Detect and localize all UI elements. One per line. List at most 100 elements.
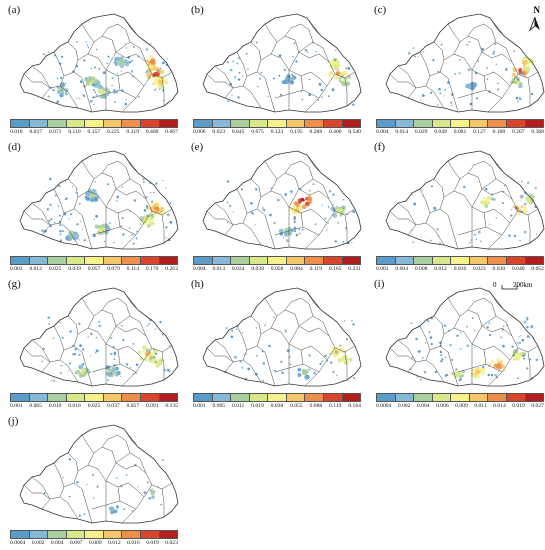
heat-cell <box>490 359 494 364</box>
legend-bar <box>10 530 178 539</box>
heat-cell <box>93 83 99 88</box>
heat-cell <box>152 82 156 86</box>
heat-cell <box>82 94 84 96</box>
heat-cell <box>526 367 529 370</box>
region-map <box>385 150 545 250</box>
heat-cell <box>241 188 244 191</box>
legend-swatch <box>469 257 489 264</box>
heat-cell <box>330 361 333 364</box>
district-boundary <box>389 347 417 363</box>
district-boundary <box>31 339 51 363</box>
panel-label: (c) <box>374 4 387 16</box>
heat-cell <box>78 239 80 241</box>
heat-cell <box>237 96 240 99</box>
heat-cell <box>283 232 289 237</box>
district-boundary <box>481 51 519 113</box>
heat-cell <box>166 58 168 60</box>
heat-cell <box>92 473 95 476</box>
heat-cell <box>459 348 462 350</box>
heat-cell <box>298 232 301 235</box>
district-boundary <box>214 339 234 363</box>
heat-cell <box>525 316 529 320</box>
heat-cell <box>76 372 79 375</box>
district-boundary <box>527 351 531 380</box>
north-arrow-icon <box>529 16 540 31</box>
heat-cell <box>107 55 110 58</box>
heat-cell <box>414 55 416 58</box>
heat-cell <box>308 368 311 371</box>
heat-cell <box>342 198 345 201</box>
legend-tick-label: 0.006 <box>193 129 206 135</box>
district-boundary <box>483 349 503 373</box>
heat-cell <box>283 68 287 72</box>
heat-cell <box>48 219 51 222</box>
district-boundary <box>123 428 139 448</box>
heat-cell <box>317 99 320 101</box>
heat-cell <box>59 93 64 98</box>
heat-cell <box>143 209 147 212</box>
heat-cell <box>500 336 503 339</box>
legend-tick-label: 0.084 <box>290 266 303 272</box>
heat-cell <box>297 367 302 372</box>
panel-label: (a) <box>8 4 21 16</box>
heat-cell <box>99 90 103 94</box>
heat-cell <box>149 489 152 492</box>
heat-cell <box>347 358 350 361</box>
heat-cell <box>236 328 238 330</box>
heat-cell <box>518 336 520 338</box>
heat-cell <box>52 89 55 92</box>
heat-cell <box>103 241 105 243</box>
heat-cell <box>234 355 237 359</box>
district-boundary <box>91 89 121 99</box>
legend-swatch <box>525 394 544 401</box>
heat-cell <box>301 228 304 231</box>
district-boundary <box>117 75 137 99</box>
heat-cell <box>71 353 74 356</box>
heat-cell <box>109 506 115 512</box>
legend-bar <box>193 119 361 128</box>
heat-cell <box>128 227 131 229</box>
heat-cell <box>123 508 125 510</box>
heat-cell <box>518 341 521 344</box>
heat-cell <box>230 335 234 339</box>
heat-cell <box>157 210 162 215</box>
heat-cell <box>521 338 524 342</box>
heat-cell <box>333 353 336 357</box>
heat-cell <box>226 180 230 183</box>
legend-tick-label: 0.030 <box>270 403 284 409</box>
district-boundary <box>300 349 320 373</box>
legend-tick-label: 0.009 <box>455 403 468 409</box>
district-boundary <box>101 434 131 464</box>
heat-cell <box>94 91 97 94</box>
heat-cell <box>454 73 457 75</box>
heat-cell <box>155 182 158 185</box>
district-boundary <box>105 343 145 361</box>
legend-tick-label: 0.023 <box>165 540 178 546</box>
heat-cell <box>411 357 413 359</box>
heat-cell <box>474 233 476 236</box>
legend-swatch <box>122 394 141 401</box>
heat-cell <box>151 495 155 499</box>
district-boundary <box>117 349 137 373</box>
heat-cell <box>526 326 529 329</box>
legend-swatch <box>323 120 343 127</box>
heat-cell <box>466 344 469 347</box>
heat-cell <box>155 352 158 355</box>
heat-cell <box>154 360 158 364</box>
district-boundary <box>481 188 519 250</box>
heat-cell <box>520 205 524 209</box>
heat-cell <box>107 379 109 381</box>
legend-tick-label: 0.009 <box>89 540 102 546</box>
heat-cell <box>512 357 516 361</box>
scale-bar: 0 200km <box>489 279 544 295</box>
legend-swatch <box>122 120 141 127</box>
heat-cell <box>519 199 522 202</box>
heat-cell <box>314 223 317 226</box>
heat-cell <box>467 68 471 72</box>
heat-cell <box>59 239 63 242</box>
scale-zero-label: 0 <box>493 281 497 289</box>
heat-cell <box>502 344 505 348</box>
heat-cell <box>336 68 339 71</box>
district-boundary <box>306 17 322 37</box>
legend-swatch <box>377 394 396 401</box>
